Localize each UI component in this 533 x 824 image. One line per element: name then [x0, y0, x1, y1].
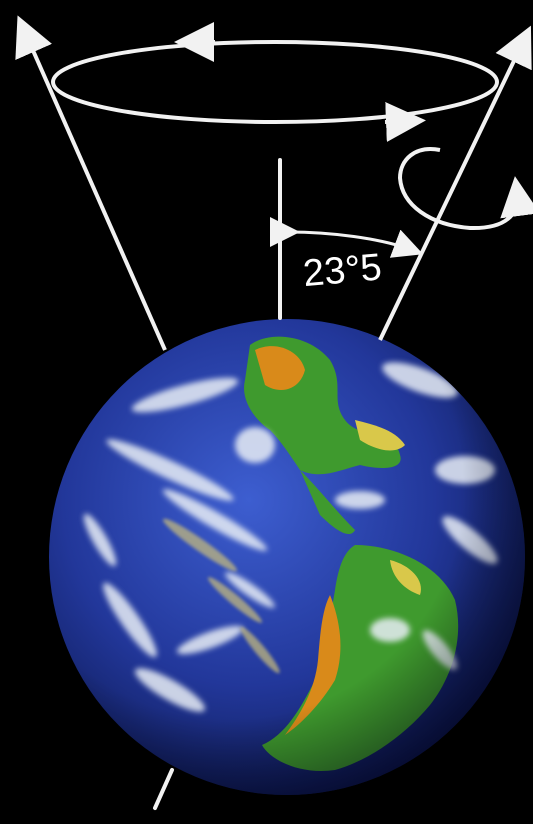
tilt-angle-label: 23°5 [301, 246, 383, 295]
precession-cone [15, 15, 532, 351]
spin-arrow-icon [397, 147, 533, 231]
axis-south-extension [153, 768, 174, 810]
angle-arrow-icon [269, 216, 424, 258]
earth-globe [49, 319, 525, 795]
cone-left-edge [15, 15, 167, 351]
precession-circle-arrow [51, 40, 499, 124]
cone-right-edge [378, 25, 532, 341]
